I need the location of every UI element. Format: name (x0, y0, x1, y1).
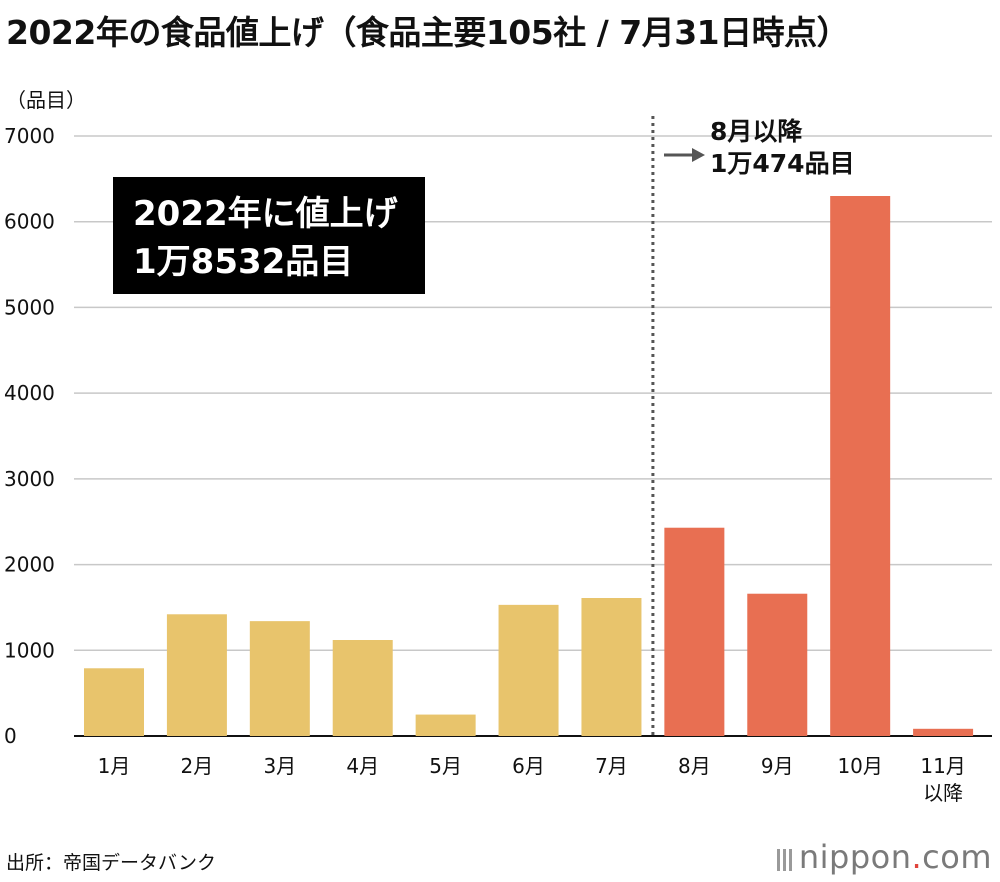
x-tick-label: 以降 (923, 781, 963, 805)
y-tick-label: 4000 (4, 381, 55, 405)
august-onward-note: 8月以降 1万474品目 (710, 116, 855, 180)
y-tick-label: 6000 (4, 210, 55, 234)
y-tick-label: 1000 (4, 638, 55, 662)
total-callout-box: 2022年に値上げ 1万8532品目 (113, 177, 425, 294)
logo-text: nippon (798, 838, 912, 876)
source-credit: 出所：帝国データバンク (6, 852, 216, 874)
y-axis-unit-label: （品目） (6, 88, 86, 112)
total-callout-line1: 2022年に値上げ (133, 194, 398, 234)
nippon-logo: nippon.com (776, 838, 992, 879)
bar (415, 714, 476, 736)
bar (332, 640, 393, 736)
y-tick-label: 7000 (4, 124, 55, 148)
bar (581, 598, 642, 736)
bar (84, 668, 144, 736)
y-tick-label: 2000 (4, 553, 55, 577)
x-tick-label: 3月 (263, 754, 296, 778)
y-tick-labels: 0 1000 2000 3000 4000 5000 6000 7000 (4, 124, 55, 748)
x-tick-label: 7月 (595, 754, 628, 778)
y-tick-label: 5000 (4, 295, 55, 319)
bar (747, 593, 808, 736)
bar (830, 196, 891, 736)
bar (664, 527, 725, 736)
x-tick-label: 2月 (181, 754, 214, 778)
y-tick-label: 0 (4, 724, 17, 748)
bar (166, 614, 227, 736)
august-note-line1: 8月以降 (710, 117, 803, 146)
bar (913, 728, 974, 736)
x-tick-label: 1月 (98, 754, 131, 778)
bar (498, 604, 559, 736)
x-tick-label: 5月 (429, 754, 462, 778)
y-tick-label: 3000 (4, 467, 55, 491)
bar (249, 621, 310, 736)
arrow-icon (664, 148, 705, 162)
x-tick-label: 10月 (837, 754, 882, 778)
x-tick-label: 11月 (920, 754, 965, 778)
x-tick-label: 9月 (761, 754, 794, 778)
x-tick-label: 8月 (678, 754, 711, 778)
logo-bars-icon (776, 841, 795, 879)
x-tick-label: 4月 (346, 754, 379, 778)
x-tick-label: 6月 (512, 754, 545, 778)
chart-title: 2022年の食品値上げ（食品主要105社 / 7月31日時点） (6, 13, 850, 52)
bars (84, 196, 974, 736)
total-callout-line2: 1万8532品目 (133, 242, 354, 282)
august-note-line2: 1万474品目 (710, 149, 855, 178)
logo-suffix: com (922, 838, 992, 876)
logo-dot: . (911, 838, 923, 876)
